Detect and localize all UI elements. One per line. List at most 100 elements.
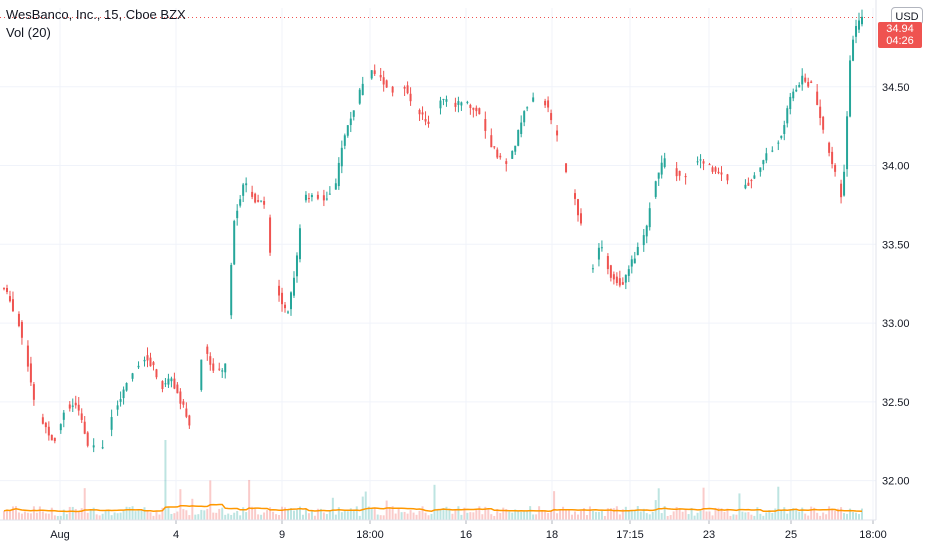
- volume-bar: [478, 506, 481, 520]
- volume-bar: [732, 514, 735, 520]
- candle-body: [786, 108, 789, 124]
- volume-bar: [340, 512, 343, 520]
- candle-body: [269, 217, 272, 253]
- candle-body: [615, 276, 618, 283]
- volume-bar: [816, 512, 819, 520]
- candle-body: [624, 274, 627, 283]
- volume-bar: [412, 512, 415, 520]
- volume-bar: [729, 515, 732, 520]
- candle-body: [8, 296, 11, 302]
- candle-body: [86, 432, 89, 446]
- candle-body: [29, 363, 32, 383]
- volume-bar: [759, 513, 762, 520]
- candle-body: [550, 113, 553, 121]
- candle-body: [337, 162, 340, 187]
- candle-body: [759, 167, 762, 172]
- candle-body: [3, 288, 5, 290]
- volume-bar: [475, 509, 478, 520]
- candle-body: [612, 274, 615, 280]
- volume-bar: [287, 508, 290, 520]
- candle-body: [484, 119, 487, 131]
- candle-body: [427, 121, 430, 124]
- volume-bar: [385, 500, 388, 520]
- candle-body: [852, 39, 855, 61]
- volume-bar: [768, 509, 771, 520]
- volume-bar: [367, 506, 370, 520]
- candle-body: [439, 100, 442, 109]
- volume-bar: [110, 515, 113, 520]
- volume-bar: [337, 507, 340, 520]
- candle-body: [678, 170, 681, 176]
- candle-body: [161, 381, 164, 390]
- volume-bar: [837, 508, 840, 520]
- volume-bar: [95, 514, 98, 520]
- volume-bar: [600, 510, 603, 520]
- volume-bar: [5, 509, 8, 520]
- candle-body: [110, 417, 113, 430]
- volume-indicator-label[interactable]: Vol (20): [6, 25, 51, 40]
- volume-bar: [618, 514, 621, 520]
- candle-body: [230, 264, 233, 316]
- candle-body: [544, 100, 547, 106]
- volume-bar: [834, 510, 837, 520]
- volume-bar: [813, 507, 816, 520]
- candle-body: [316, 194, 319, 199]
- volume-bar: [696, 512, 699, 520]
- volume-bar: [56, 515, 59, 520]
- volume-bar: [254, 507, 257, 520]
- candle-body: [233, 221, 236, 265]
- candle-body: [780, 135, 783, 138]
- volume-bar: [272, 511, 275, 520]
- candle-body: [44, 422, 47, 428]
- candle-body: [406, 85, 409, 94]
- volume-bar: [705, 511, 708, 520]
- volume-bar: [388, 507, 391, 520]
- candle-body: [352, 110, 355, 117]
- volume-bar: [436, 508, 439, 520]
- candle-body: [20, 321, 23, 338]
- volume-bar: [861, 508, 863, 520]
- volume-bar: [209, 480, 212, 520]
- volume-bar: [194, 514, 197, 520]
- candle-body: [490, 135, 493, 148]
- volume-bar: [164, 440, 167, 520]
- volume-bar: [23, 511, 26, 520]
- volume-bar: [328, 510, 331, 520]
- volume-bar: [140, 509, 143, 520]
- volume-bar: [310, 510, 313, 520]
- candle-body: [798, 84, 801, 88]
- candle-body: [101, 447, 104, 449]
- candle-body: [173, 378, 176, 389]
- volume-bar: [358, 515, 361, 520]
- candle-body: [62, 412, 65, 420]
- chart-grid: [0, 8, 876, 520]
- volume-bar: [553, 491, 556, 520]
- volume-bar: [657, 488, 660, 520]
- candle-body: [340, 147, 343, 167]
- candle-body: [284, 304, 287, 309]
- candle-body: [307, 198, 310, 200]
- volume-bar: [499, 513, 502, 520]
- volume-bar: [591, 510, 594, 520]
- x-tick-label: 9: [279, 529, 285, 541]
- candle-body: [257, 200, 260, 202]
- candle-body: [334, 183, 337, 190]
- volume-bar: [660, 513, 663, 520]
- candle-body: [520, 122, 523, 134]
- candle-body: [514, 145, 517, 152]
- volume-bar: [343, 509, 346, 520]
- volume-bar: [741, 511, 744, 520]
- candle-body: [831, 151, 834, 165]
- candle-body: [361, 83, 364, 96]
- y-tick-label: 33.00: [882, 318, 910, 330]
- candle-body: [251, 191, 254, 197]
- volume-bar: [176, 511, 179, 520]
- volume-bar: [612, 508, 615, 520]
- candle-body: [289, 292, 292, 310]
- candle-body: [816, 91, 819, 105]
- volume-bar: [131, 506, 134, 520]
- volume-bar: [233, 512, 236, 520]
- volume-bar: [215, 512, 218, 520]
- volume-bar: [517, 510, 520, 520]
